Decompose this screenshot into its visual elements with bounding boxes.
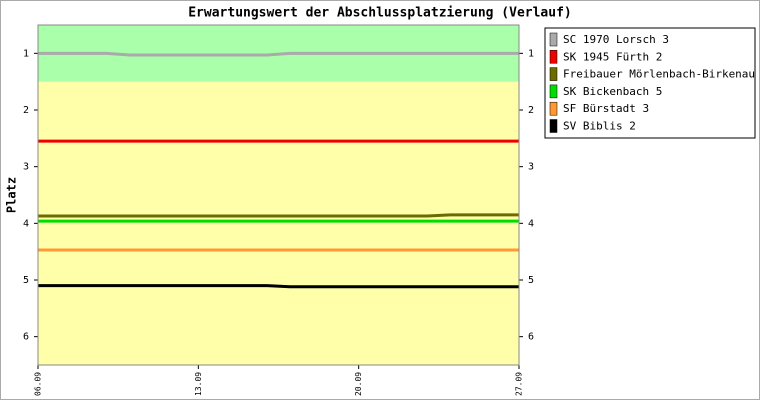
x-tick-label: 20.09 <box>354 372 363 396</box>
band <box>38 81 519 366</box>
x-tick-label: 06.09 <box>34 372 43 396</box>
y-axis-label: Platz <box>5 177 19 213</box>
y-tick-label: 1 <box>23 48 29 59</box>
legend-swatch <box>549 67 558 81</box>
x-tick-label: 13.09 <box>194 372 203 396</box>
legend-label: SV Biblis 2 <box>563 120 636 133</box>
y-tick-label-right: 4 <box>528 218 534 229</box>
legend-label: SC 1970 Lorsch 3 <box>563 33 669 46</box>
legend-swatch <box>549 119 558 133</box>
legend-label: SK Bickenbach 5 <box>563 85 662 98</box>
y-tick-label: 5 <box>23 275 29 286</box>
y-tick-label: 2 <box>23 105 29 116</box>
legend-swatch <box>549 84 558 99</box>
legend-label: SF Bürstadt 3 <box>563 102 649 115</box>
y-tick-label: 4 <box>23 218 29 229</box>
legend-swatch <box>549 101 558 116</box>
y-tick-label-right: 6 <box>528 332 534 343</box>
plot-border <box>37 24 520 366</box>
y-tick-label: 3 <box>23 162 29 173</box>
y-tick-label: 6 <box>23 332 29 343</box>
series-line <box>38 51 519 57</box>
legend-box <box>544 27 756 139</box>
chart-title: Erwartungswert der Abschlussplatzierung … <box>188 6 572 21</box>
series-line <box>38 284 519 289</box>
legend-swatch <box>549 32 558 47</box>
series-line <box>38 213 519 218</box>
legend-label: Freibauer Mörlenbach-Birkenau 5 <box>563 68 760 81</box>
y-tick-label-right: 1 <box>528 48 534 59</box>
x-tick-label: 27.09 <box>515 372 524 396</box>
y-tick-label-right: 3 <box>528 162 534 173</box>
legend-label: SK 1945 Fürth 2 <box>563 50 662 63</box>
legend-swatch <box>549 50 558 64</box>
y-tick-label-right: 5 <box>528 275 534 286</box>
y-tick-label-right: 2 <box>528 105 534 116</box>
